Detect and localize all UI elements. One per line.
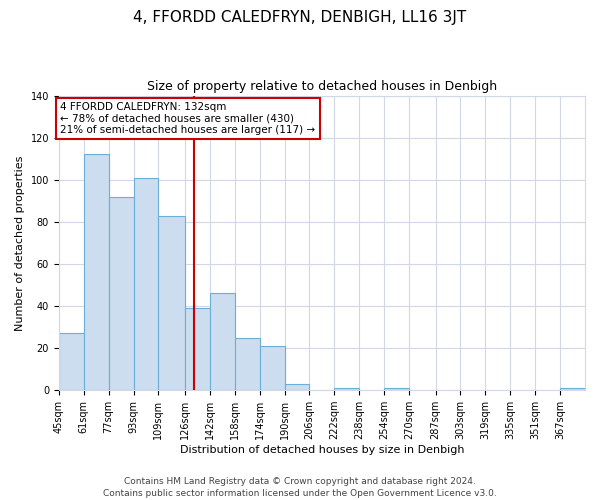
X-axis label: Distribution of detached houses by size in Denbigh: Distribution of detached houses by size … bbox=[179, 445, 464, 455]
Bar bbox=[260, 346, 284, 390]
Text: Contains HM Land Registry data © Crown copyright and database right 2024.
Contai: Contains HM Land Registry data © Crown c… bbox=[103, 476, 497, 498]
Bar bbox=[384, 388, 409, 390]
Bar bbox=[334, 388, 359, 390]
Bar bbox=[210, 294, 235, 390]
Bar bbox=[235, 338, 260, 390]
Bar bbox=[158, 216, 185, 390]
Bar bbox=[59, 334, 83, 390]
Y-axis label: Number of detached properties: Number of detached properties bbox=[15, 155, 25, 330]
Bar bbox=[185, 308, 210, 390]
Text: 4, FFORDD CALEDFRYN, DENBIGH, LL16 3JT: 4, FFORDD CALEDFRYN, DENBIGH, LL16 3JT bbox=[133, 10, 467, 25]
Bar bbox=[83, 154, 109, 390]
Bar bbox=[134, 178, 158, 390]
Text: 4 FFORDD CALEDFRYN: 132sqm
← 78% of detached houses are smaller (430)
21% of sem: 4 FFORDD CALEDFRYN: 132sqm ← 78% of deta… bbox=[61, 102, 316, 135]
Bar bbox=[284, 384, 310, 390]
Title: Size of property relative to detached houses in Denbigh: Size of property relative to detached ho… bbox=[147, 80, 497, 93]
Bar bbox=[560, 388, 585, 390]
Bar bbox=[109, 196, 134, 390]
